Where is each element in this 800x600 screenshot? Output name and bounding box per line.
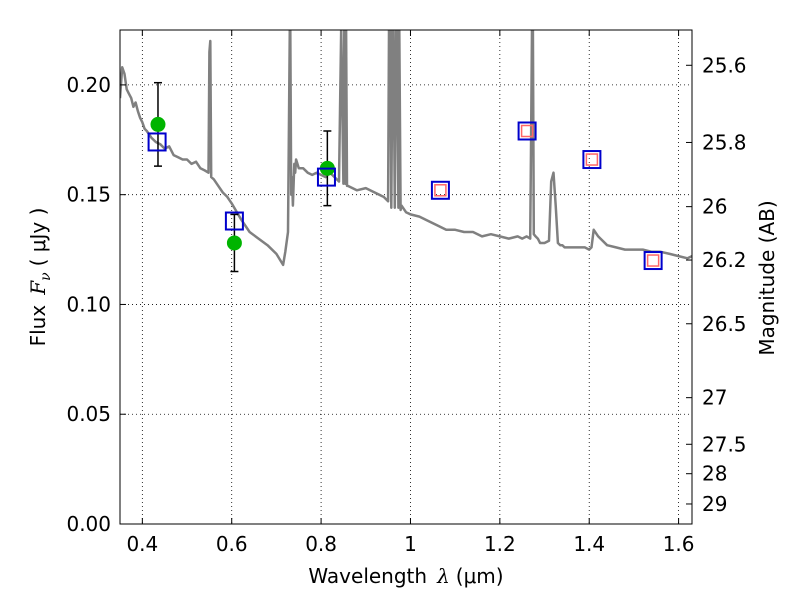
x-tick-label: 1.6 (663, 532, 695, 556)
model-band-square (147, 132, 167, 152)
x-tick-label: 1.4 (573, 532, 605, 556)
mag-tick-label: 27.5 (702, 432, 747, 456)
predicted-band-square (646, 254, 660, 267)
mag-tick-label: 26.2 (702, 248, 747, 272)
mag-tick-label: 28 (702, 462, 727, 486)
x-tick-label: 1.2 (484, 532, 516, 556)
x-tick-label: 1 (404, 532, 417, 556)
model-band-square (517, 121, 537, 141)
y-axis-title: FluxFν( μJy ) (26, 208, 54, 347)
y-tick-label: 0.10 (66, 292, 111, 316)
predicted-band-square (434, 184, 447, 197)
model-band-square (224, 211, 244, 231)
axis-ticks (120, 30, 692, 525)
grid (120, 30, 692, 525)
model-band-square (582, 150, 602, 170)
x-tick-label: 0.4 (126, 532, 158, 556)
y-tick-label: 0.05 (66, 402, 111, 426)
predicted-band-square (520, 124, 534, 138)
y-tick-labels: 0.00 0.05 0.10 0.15 0.20 (66, 73, 111, 536)
x-tick-label: 0.6 (216, 532, 248, 556)
predicted-band-square (585, 153, 599, 166)
photometry-points (150, 116, 335, 251)
mag-tick-label: 26.5 (702, 312, 747, 336)
model-band-square (643, 251, 663, 271)
mag-tick-label: 29 (702, 492, 727, 516)
y-tick-label: 0.20 (66, 73, 111, 97)
y-tick-label: 0.15 (66, 183, 111, 207)
y2-axis-title: Magnitude (AB) (755, 200, 779, 355)
photometry-point (226, 235, 242, 251)
mag-tick-label: 25.6 (702, 53, 747, 77)
photometry-point (150, 116, 166, 132)
magnitude-tick-labels: 25.6 25.8 26 26.2 26.5 27 27.5 28 29 (702, 53, 747, 516)
model-band-square (430, 180, 450, 200)
mag-tick-label: 27 (702, 386, 727, 410)
y-tick-label: 0.00 (66, 512, 111, 536)
mag-tick-label: 26 (702, 195, 727, 219)
plot-area (120, 30, 692, 273)
model-spectrum-line (120, 30, 692, 267)
x-axis-title: Wavelength λ (μm) (308, 564, 503, 588)
plot-frame (119, 29, 693, 525)
model-band-squares (147, 121, 663, 271)
photometry-errorbars (153, 81, 332, 273)
predicted-band-squares (434, 124, 660, 267)
x-tick-label: 0.8 (305, 532, 337, 556)
mag-tick-label: 25.8 (702, 130, 747, 154)
model-band-square (316, 167, 336, 187)
x-tick-labels: 0.4 0.6 0.8 1 1.2 1.4 1.6 (126, 532, 694, 556)
